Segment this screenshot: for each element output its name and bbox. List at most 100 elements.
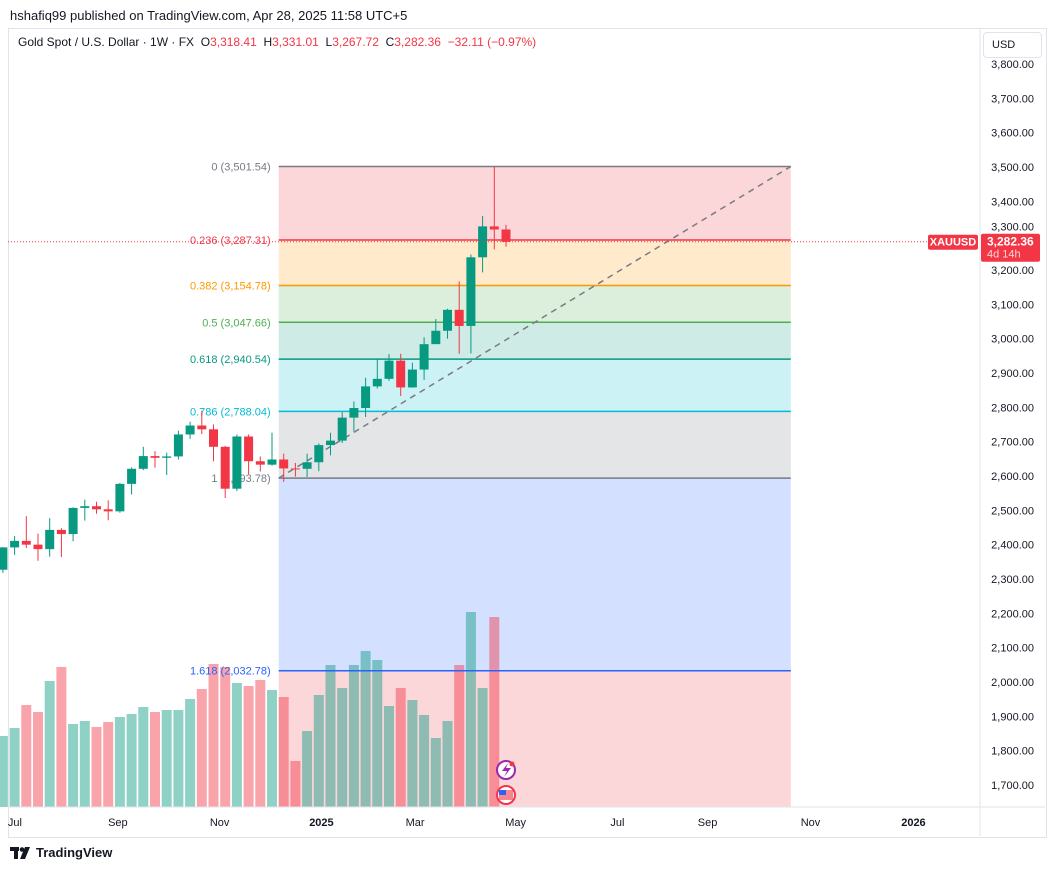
volume-bar <box>161 710 172 807</box>
candle-body <box>302 462 312 469</box>
volume-bar <box>278 697 289 807</box>
volume-bar <box>290 761 301 807</box>
volume-bar <box>208 664 219 807</box>
tv-logo-icon <box>10 846 30 859</box>
y-tick-label: 3,800.00 <box>991 59 1034 71</box>
volume-bar <box>372 660 383 807</box>
candle-body <box>10 540 20 548</box>
candle-body <box>127 468 137 484</box>
volume-bar <box>185 699 196 807</box>
candle-body <box>349 408 359 418</box>
open-value: 3,318.41 <box>210 35 257 49</box>
candle-body <box>185 425 195 435</box>
fib-zone <box>278 322 791 360</box>
volume-bar <box>302 731 313 807</box>
candle-body <box>361 386 371 409</box>
volume-bar <box>243 686 254 807</box>
fib-level-label: 0.618 (2,940.54) <box>190 354 271 366</box>
y-tick-label: 3,100.00 <box>991 299 1034 311</box>
fib-level-label: 1.618 (2,032.78) <box>190 666 271 678</box>
fib-zone <box>278 670 791 807</box>
volume-bar <box>68 724 79 807</box>
volume-bar <box>407 700 418 807</box>
y-tick-label: 2,900.00 <box>991 368 1034 380</box>
low-label: L <box>325 35 333 49</box>
volume-bar <box>267 690 277 807</box>
x-tick-label: Nov <box>801 817 821 829</box>
volume-bar <box>231 683 242 807</box>
fib-zone <box>278 478 791 671</box>
candle-body <box>501 229 511 242</box>
volume-bar <box>103 722 114 807</box>
volume-bar <box>442 721 453 807</box>
x-tick-label: Sep <box>108 817 128 829</box>
chart-frame <box>8 28 1047 838</box>
x-tick-label: May <box>505 817 526 829</box>
candle-body <box>314 445 324 463</box>
candle-body <box>290 468 300 470</box>
x-tick-label: Jul <box>8 817 22 829</box>
volume-bar <box>430 738 441 807</box>
fib-zone <box>278 166 791 241</box>
fib-zone <box>278 359 791 412</box>
fib-level-label: 0.5 (3,047.66) <box>202 317 271 329</box>
y-tick-label: 3,400.00 <box>991 196 1034 208</box>
notification-dot-icon <box>509 761 515 767</box>
volume-bar <box>21 705 32 807</box>
volume-bar <box>44 681 55 807</box>
volume-bar <box>138 707 149 807</box>
volume-bar <box>114 717 125 807</box>
price-tag <box>981 233 1040 262</box>
candle-body <box>489 226 499 230</box>
tradingview-logo[interactable]: TradingView <box>10 845 112 860</box>
candle-body <box>45 529 55 550</box>
volume-bar <box>384 706 394 807</box>
x-tick-label: Mar <box>406 817 425 829</box>
candle-body <box>220 446 230 489</box>
candle-body <box>396 360 406 388</box>
volume-bar <box>196 689 207 807</box>
fib-zone <box>278 411 791 479</box>
candle-body <box>244 436 254 462</box>
change-value: −32.11 (−0.97%) <box>447 35 537 49</box>
y-tick-label: 3,300.00 <box>991 222 1034 234</box>
x-tick-label: 2025 <box>309 817 333 829</box>
candle-body <box>372 378 382 387</box>
y-tick-label: 2,000.00 <box>991 677 1034 689</box>
price-tag-countdown: 4d 14h <box>987 249 1021 261</box>
candle-body <box>232 436 242 489</box>
candle-body <box>419 344 429 370</box>
candle-body <box>337 417 347 441</box>
candle-body <box>115 483 125 512</box>
candle-body <box>431 330 441 345</box>
footer-brand: TradingView <box>36 845 113 860</box>
open-label: O <box>200 35 211 49</box>
volume-bar <box>419 715 430 807</box>
candle-body <box>279 459 289 469</box>
volume-bar <box>33 712 43 807</box>
y-tick-label: 1,800.00 <box>991 746 1034 758</box>
volume-bar <box>465 612 476 807</box>
candle-body <box>21 540 31 545</box>
volume-bar <box>489 617 500 807</box>
fib-trend-line <box>278 165 792 479</box>
currency-button[interactable]: USD <box>983 32 1042 58</box>
candle-body <box>255 461 265 465</box>
volume-bar <box>477 688 488 807</box>
y-tick-label: 2,700.00 <box>991 437 1034 449</box>
lightning-icon <box>502 763 511 777</box>
candle-body <box>443 309 452 331</box>
y-tick-label: 2,300.00 <box>991 574 1034 586</box>
symbol-tag-label: XAUUSD <box>930 237 977 249</box>
candle-body <box>267 459 277 465</box>
volume-bar <box>220 667 231 807</box>
x-tick-label: Nov <box>210 817 230 829</box>
low-value: 3,267.72 <box>332 35 379 49</box>
published-caption: hshafiq99 published on TradingView.com, … <box>10 8 408 23</box>
y-tick-label: 2,200.00 <box>991 608 1034 620</box>
y-tick-label: 1,700.00 <box>991 780 1034 792</box>
candle-body <box>0 547 8 570</box>
candle-body <box>80 506 90 508</box>
y-tick-label: 3,000.00 <box>991 334 1034 346</box>
